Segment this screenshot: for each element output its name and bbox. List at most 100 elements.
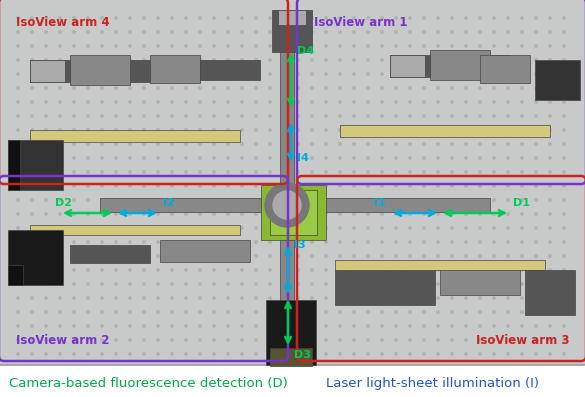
- Circle shape: [325, 31, 327, 33]
- Circle shape: [339, 143, 341, 145]
- Circle shape: [325, 185, 327, 187]
- Circle shape: [157, 325, 159, 327]
- Circle shape: [115, 283, 117, 285]
- Circle shape: [45, 31, 47, 33]
- Circle shape: [353, 353, 355, 355]
- Circle shape: [507, 353, 509, 355]
- Circle shape: [45, 59, 47, 61]
- Circle shape: [227, 353, 229, 355]
- Circle shape: [367, 31, 369, 33]
- Circle shape: [87, 87, 89, 89]
- Circle shape: [101, 101, 103, 103]
- Circle shape: [59, 311, 61, 313]
- Circle shape: [367, 59, 369, 61]
- Circle shape: [255, 45, 257, 47]
- Circle shape: [437, 283, 439, 285]
- Circle shape: [115, 213, 117, 215]
- Circle shape: [227, 115, 229, 117]
- Circle shape: [507, 17, 509, 19]
- Circle shape: [563, 297, 565, 299]
- Circle shape: [157, 73, 159, 75]
- Circle shape: [101, 269, 103, 271]
- Circle shape: [381, 339, 383, 341]
- Circle shape: [297, 157, 299, 159]
- Circle shape: [101, 157, 103, 159]
- Circle shape: [437, 255, 439, 257]
- Circle shape: [409, 213, 411, 215]
- Circle shape: [185, 129, 187, 131]
- Circle shape: [213, 213, 215, 215]
- Circle shape: [507, 45, 509, 47]
- Circle shape: [213, 283, 215, 285]
- Circle shape: [157, 227, 159, 229]
- Circle shape: [437, 353, 439, 355]
- Circle shape: [521, 73, 523, 75]
- Circle shape: [367, 157, 369, 159]
- Circle shape: [325, 339, 327, 341]
- Circle shape: [143, 129, 145, 131]
- Circle shape: [367, 283, 369, 285]
- Circle shape: [255, 269, 257, 271]
- Circle shape: [241, 59, 243, 61]
- Circle shape: [143, 339, 145, 341]
- Circle shape: [381, 157, 383, 159]
- Circle shape: [549, 213, 551, 215]
- Circle shape: [395, 115, 397, 117]
- Circle shape: [157, 185, 159, 187]
- Circle shape: [325, 129, 327, 131]
- Circle shape: [171, 325, 173, 327]
- Circle shape: [31, 227, 33, 229]
- Circle shape: [339, 129, 341, 131]
- Circle shape: [283, 353, 285, 355]
- Circle shape: [465, 101, 467, 103]
- Circle shape: [227, 171, 229, 173]
- Circle shape: [45, 17, 47, 19]
- Circle shape: [199, 325, 201, 327]
- Circle shape: [339, 297, 341, 299]
- Circle shape: [129, 269, 131, 271]
- Circle shape: [59, 129, 61, 131]
- Circle shape: [465, 283, 467, 285]
- Circle shape: [269, 241, 271, 243]
- Circle shape: [311, 297, 313, 299]
- Bar: [8, 265, 23, 285]
- Circle shape: [143, 73, 145, 75]
- Circle shape: [59, 87, 61, 89]
- Circle shape: [73, 325, 75, 327]
- Circle shape: [45, 129, 47, 131]
- Circle shape: [283, 101, 285, 103]
- Circle shape: [157, 101, 159, 103]
- Circle shape: [409, 227, 411, 229]
- Circle shape: [549, 311, 551, 313]
- Circle shape: [353, 283, 355, 285]
- Circle shape: [325, 283, 327, 285]
- Circle shape: [563, 213, 565, 215]
- Circle shape: [171, 311, 173, 313]
- Circle shape: [381, 255, 383, 257]
- Circle shape: [339, 31, 341, 33]
- Text: I3: I3: [294, 240, 305, 250]
- Circle shape: [115, 157, 117, 159]
- Circle shape: [325, 255, 327, 257]
- Circle shape: [45, 353, 47, 355]
- Circle shape: [381, 73, 383, 75]
- Circle shape: [17, 129, 19, 131]
- Circle shape: [185, 269, 187, 271]
- Circle shape: [31, 129, 33, 131]
- Circle shape: [73, 185, 75, 187]
- Circle shape: [227, 59, 229, 61]
- Circle shape: [31, 87, 33, 89]
- Circle shape: [241, 171, 243, 173]
- Bar: [430, 50, 490, 80]
- Circle shape: [367, 241, 369, 243]
- Circle shape: [507, 73, 509, 75]
- Circle shape: [255, 353, 257, 355]
- Circle shape: [213, 185, 215, 187]
- Circle shape: [73, 227, 75, 229]
- Circle shape: [199, 17, 201, 19]
- Circle shape: [507, 227, 509, 229]
- Circle shape: [437, 87, 439, 89]
- Circle shape: [493, 45, 495, 47]
- Circle shape: [395, 101, 397, 103]
- Circle shape: [129, 171, 131, 173]
